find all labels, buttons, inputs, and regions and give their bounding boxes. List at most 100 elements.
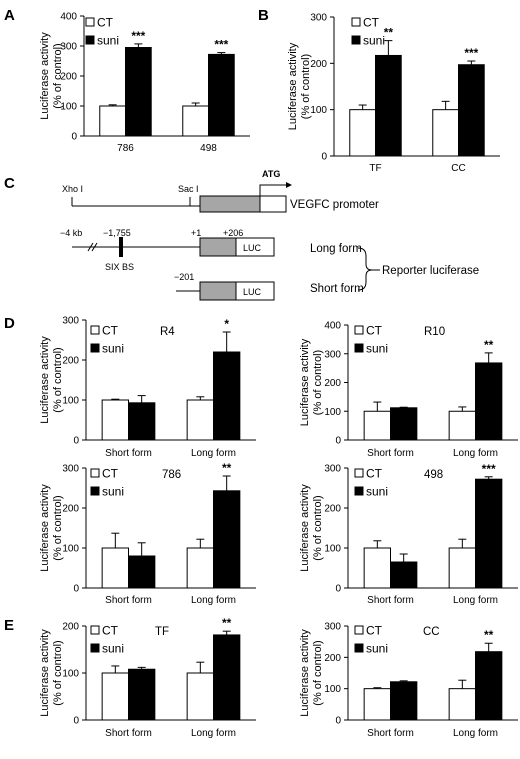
plus1-label: +1 (191, 228, 201, 238)
chart-title: R10 (424, 326, 445, 338)
bar-ct-1 (186, 399, 214, 441)
significance-label: *** (464, 46, 478, 60)
chart-title: 786 (162, 469, 181, 481)
y-tick-label: 100 (60, 102, 77, 113)
short-form-gray-box (199, 281, 237, 301)
bar-ct-1 (186, 547, 214, 589)
bar-suni-1 (213, 490, 241, 589)
bar-suni-0 (390, 561, 418, 589)
category-label: Short form (105, 728, 152, 739)
y-tick-label: 0 (335, 436, 341, 447)
bar-ct-1 (432, 109, 459, 157)
six-binding-site (119, 237, 123, 257)
bar-suni-0 (125, 47, 152, 137)
chart-title: 498 (424, 469, 443, 481)
reporter-label: Reporter luciferase (382, 265, 479, 277)
significance-label: *** (482, 462, 496, 476)
legend-label-suni: suni (102, 642, 124, 656)
legend-label-ct: CT (363, 16, 380, 30)
y-tick-label: 100 (62, 544, 79, 555)
y-axis-label: Luciferase activity(% of control) (39, 629, 64, 717)
legend-swatch-suni (351, 35, 361, 45)
chart-a: 0 100 200 300 400 Luciferase activity(% of co… (39, 12, 250, 154)
y-tick-label: 0 (73, 584, 79, 595)
break-mark-1 (87, 242, 94, 252)
legend-swatch-suni (354, 486, 364, 496)
legend-label-suni: suni (366, 485, 388, 499)
long-form-label: Long form (310, 243, 362, 255)
bar-ct-0 (363, 688, 391, 721)
y-tick-label: 400 (60, 12, 77, 23)
atg-arrow (259, 184, 286, 196)
legend-label-suni: suni (363, 34, 385, 48)
y-tick-label: 300 (62, 464, 79, 475)
bar-ct-0 (363, 410, 391, 441)
legend-swatch-suni (85, 35, 95, 45)
promoter-label: VEGFC promoter (290, 199, 379, 211)
bar-suni-0 (390, 407, 418, 441)
y-tick-label: 200 (324, 653, 341, 664)
legend-label-ct: CT (366, 324, 383, 338)
significance-label: * (224, 317, 229, 331)
long-form-luc-box (235, 237, 275, 257)
short-luc-label: LUC (243, 287, 262, 297)
y-axis-label: Luciferase activity(% of control) (287, 42, 312, 130)
bar-suni-1 (213, 351, 241, 441)
y-tick-label: 300 (324, 349, 341, 360)
bar-ct-1 (448, 688, 476, 721)
chart-d-786: 0 100 200 300 Luciferase activity(% of contr… (39, 461, 256, 606)
category-label: Long form (191, 595, 236, 606)
legend-swatch-ct (354, 325, 364, 335)
category-label: TF (369, 163, 381, 174)
significance-label: *** (214, 38, 228, 52)
bar-ct-1 (182, 105, 210, 137)
bar-suni-0 (128, 555, 156, 589)
legend-label-ct: CT (102, 624, 119, 638)
panel-label-e: E (4, 617, 14, 634)
y-tick-label: 0 (71, 132, 77, 143)
significance-label: ** (384, 26, 394, 40)
y-axis-label: Luciferase activity(% of control) (39, 32, 64, 120)
chart-d-r4: 0 100 200 300 Luciferase activity(% of contr… (39, 316, 256, 459)
legend-swatch-ct (354, 468, 364, 478)
bar-ct-1 (448, 410, 476, 441)
significance-label: ** (484, 338, 494, 352)
category-label: Long form (453, 448, 498, 459)
y-tick-label: 200 (60, 72, 77, 83)
legend-swatch-ct (90, 468, 100, 478)
category-label: Long form (191, 728, 236, 739)
category-label: Short form (367, 595, 414, 606)
y-tick-label: 200 (324, 378, 341, 389)
legend-swatch-ct (90, 625, 100, 635)
atg-arrowhead (286, 182, 292, 188)
bar-suni-0 (390, 681, 418, 721)
bar-ct-0 (363, 547, 391, 589)
legend-swatch-suni (354, 643, 364, 653)
y-tick-label: 0 (73, 436, 79, 447)
y-tick-label: 100 (310, 105, 327, 116)
legend-label-suni: suni (97, 34, 119, 48)
significance-label: *** (131, 29, 145, 43)
legend-label-ct: CT (366, 624, 383, 638)
significance-label: ** (222, 616, 232, 630)
y-tick-label: 100 (324, 407, 341, 418)
y-tick-label: 300 (324, 464, 341, 475)
y-tick-label: 0 (73, 716, 79, 727)
y-tick-label: 200 (324, 504, 341, 515)
bar-ct-1 (448, 547, 476, 589)
y-axis-label: Luciferase activity(% of control) (299, 629, 324, 717)
bar-ct-0 (101, 672, 130, 721)
category-label: Long form (191, 448, 236, 459)
bar-ct-0 (99, 105, 126, 137)
bar-ct-0 (101, 547, 130, 589)
break-mark-2 (91, 242, 98, 252)
legend-label-ct: CT (102, 467, 119, 481)
category-label: Short form (367, 448, 414, 459)
y-tick-label: 300 (310, 13, 327, 24)
minus201-label: −201 (174, 272, 194, 282)
legend-label-ct: CT (97, 16, 114, 30)
y-axis-label: Luciferase activity(% of control) (299, 338, 324, 426)
